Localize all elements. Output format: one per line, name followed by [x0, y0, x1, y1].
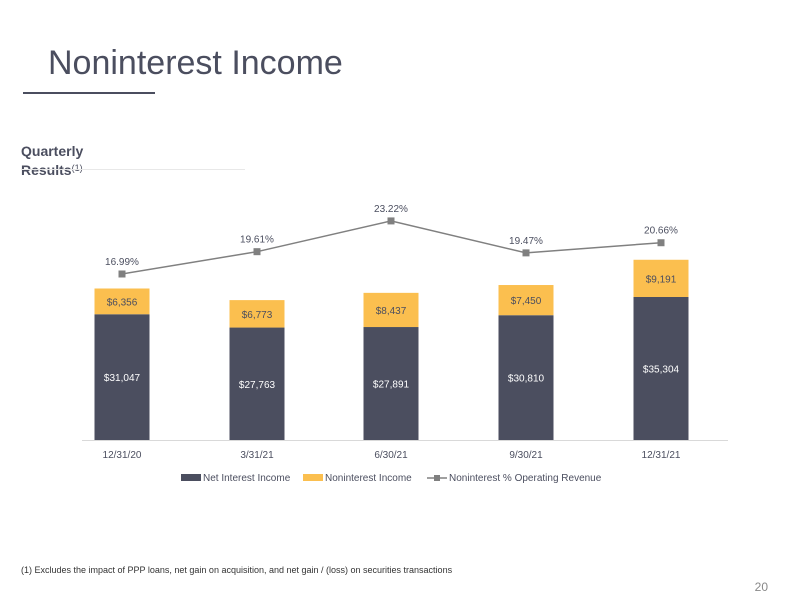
line-data-label: 19.47% — [509, 236, 543, 247]
line-noninterest-pct — [121, 220, 662, 275]
section-title-text: Quarterly Results — [21, 143, 84, 178]
label-net-interest: $35,304 — [643, 365, 680, 376]
line-point — [118, 270, 126, 278]
label-net-interest: $27,763 — [239, 380, 276, 391]
label-net-interest: $31,047 — [104, 373, 141, 384]
label-noninterest: $6,356 — [107, 297, 138, 308]
bar-noninterest — [498, 285, 554, 316]
bar-net-interest — [498, 315, 554, 440]
label-net-interest: $30,810 — [508, 374, 545, 385]
x-tick-label: 3/31/21 — [240, 450, 274, 461]
legend-label-noninterest: Noninterest Income — [325, 473, 412, 484]
line-data-label: 19.61% — [240, 235, 274, 246]
page-title: Noninterest Income — [48, 44, 343, 82]
footnote: (1) Excludes the impact of PPP loans, ne… — [21, 565, 453, 575]
line-point — [657, 239, 665, 247]
label-net-interest: $27,891 — [373, 380, 410, 391]
x-tick-label: 6/30/21 — [374, 450, 408, 461]
label-noninterest: $9,191 — [646, 274, 677, 285]
label-noninterest: $8,437 — [376, 306, 407, 317]
bar-noninterest — [229, 300, 285, 328]
x-tick-label: 9/30/21 — [509, 450, 543, 461]
line-data-label: 16.99% — [105, 257, 139, 268]
page-number: 20 — [754, 580, 768, 594]
line-point — [253, 248, 261, 256]
section-divider — [21, 169, 245, 170]
line-point — [522, 249, 530, 257]
legend-swatch-net-interest — [181, 474, 201, 481]
legend-label-net-interest: Net Interest Income — [203, 473, 291, 484]
line-point — [387, 217, 395, 225]
bar-net-interest — [94, 314, 150, 440]
legend-swatch-noninterest — [303, 474, 323, 481]
x-tick-label: 12/31/20 — [103, 450, 142, 461]
bar-net-interest — [229, 327, 285, 440]
title-underline — [23, 92, 155, 94]
legend-marker-noninterest-pct — [434, 475, 440, 481]
line-data-label: 23.22% — [374, 204, 408, 215]
x-tick-label: 12/31/21 — [642, 450, 681, 461]
legend-label-noninterest-pct: Noninterest % Operating Revenue — [449, 473, 602, 484]
bar-noninterest — [633, 259, 689, 297]
bar-noninterest — [363, 292, 419, 328]
bar-noninterest — [94, 288, 150, 315]
bar-net-interest — [363, 327, 419, 440]
bar-net-interest — [633, 297, 689, 440]
label-noninterest: $6,773 — [242, 310, 273, 321]
section-footnote-marker: (1) — [71, 163, 83, 173]
section-title: Quarterly Results(1) — [21, 143, 141, 179]
line-data-label: 20.66% — [644, 226, 678, 237]
label-noninterest: $7,450 — [511, 296, 542, 307]
